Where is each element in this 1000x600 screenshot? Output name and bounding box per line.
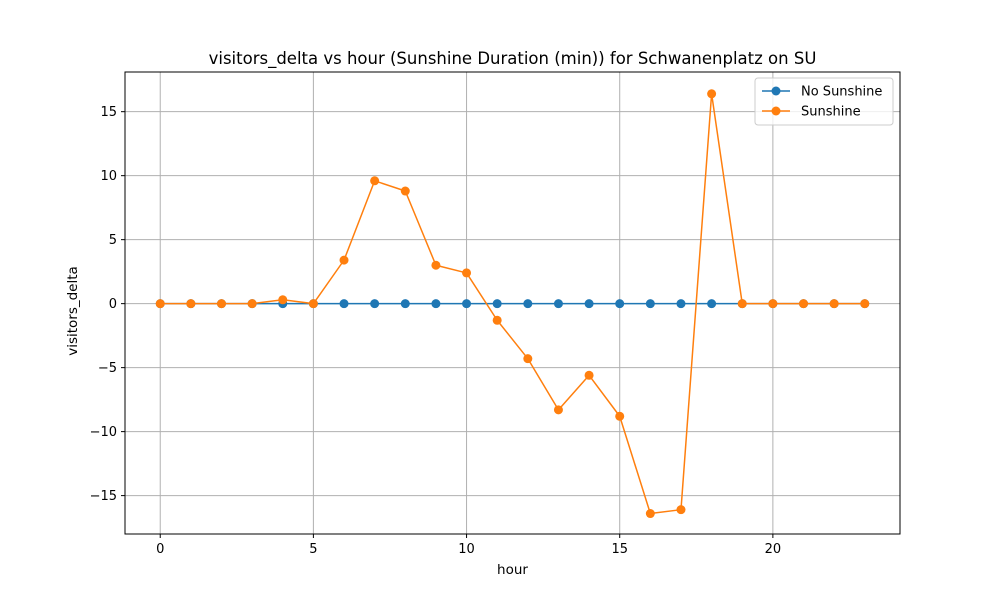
- x-tick-label: 5: [309, 542, 317, 557]
- data-point: [615, 299, 625, 309]
- data-point: [615, 411, 625, 421]
- data-point: [400, 299, 410, 309]
- x-tick-label: 10: [458, 542, 475, 557]
- plot-frame: [124, 71, 901, 535]
- series-line: [160, 93, 865, 515]
- x-tick-label: 20: [765, 542, 782, 557]
- y-tick-label: 5: [109, 233, 117, 248]
- data-point: [492, 315, 502, 325]
- chart-title: visitors_delta vs hour (Sunshine Duratio…: [209, 49, 817, 69]
- y-tick-label: 0: [109, 297, 117, 312]
- data-point: [523, 299, 533, 309]
- data-point: [247, 299, 257, 309]
- data-point: [431, 260, 441, 270]
- data-point: [370, 299, 380, 309]
- legend-marker: [771, 86, 781, 96]
- data-point: [645, 509, 655, 519]
- x-tick-label: 0: [156, 542, 164, 557]
- y-axis-label: visitors_delta: [65, 266, 81, 356]
- legend-label: No Sunshine: [801, 85, 882, 100]
- legend-box: [754, 77, 894, 126]
- data-point: [553, 405, 563, 415]
- data-point: [339, 255, 349, 265]
- data-point: [216, 299, 226, 309]
- legend-marker: [771, 106, 781, 116]
- data-point: [492, 299, 502, 309]
- y-tick-label: −5: [98, 361, 117, 376]
- legend-label: Sunshine: [801, 105, 861, 120]
- y-tick-label: −10: [90, 425, 117, 440]
- data-point: [768, 299, 778, 309]
- data-point: [645, 299, 655, 309]
- data-point: [339, 299, 349, 309]
- data-point: [400, 186, 410, 196]
- x-axis-label: hour: [497, 562, 528, 578]
- legend: No Sunshine Sunshine: [754, 77, 894, 126]
- data-point: [707, 89, 717, 99]
- data-point: [523, 354, 533, 364]
- data-point: [155, 299, 165, 309]
- axis-ticks: 0 5 10 15 20 −15 −10 −5 0 5 10 15: [90, 105, 782, 557]
- data-point: [860, 299, 870, 309]
- data-point: [707, 299, 717, 309]
- series-layer: [155, 89, 870, 519]
- series-sunshine: [155, 89, 870, 519]
- data-point: [676, 299, 686, 309]
- data-point: [462, 268, 472, 278]
- data-point: [737, 299, 747, 309]
- data-point: [584, 299, 594, 309]
- data-point: [308, 299, 318, 309]
- legend-items: No Sunshine Sunshine: [762, 85, 882, 120]
- data-point: [462, 299, 472, 309]
- x-tick-label: 15: [611, 542, 628, 557]
- data-point: [431, 299, 441, 309]
- y-tick-label: 10: [100, 169, 117, 184]
- data-point: [799, 299, 809, 309]
- data-point: [370, 176, 380, 186]
- data-point: [278, 295, 288, 305]
- legend-entry: Sunshine: [762, 105, 861, 120]
- data-point: [829, 299, 839, 309]
- y-tick-label: −15: [90, 489, 117, 504]
- data-point: [584, 370, 594, 380]
- data-point: [186, 299, 196, 309]
- data-point: [676, 505, 686, 515]
- legend-entry: No Sunshine: [762, 85, 882, 100]
- data-point: [553, 299, 563, 309]
- y-tick-label: 15: [100, 105, 117, 120]
